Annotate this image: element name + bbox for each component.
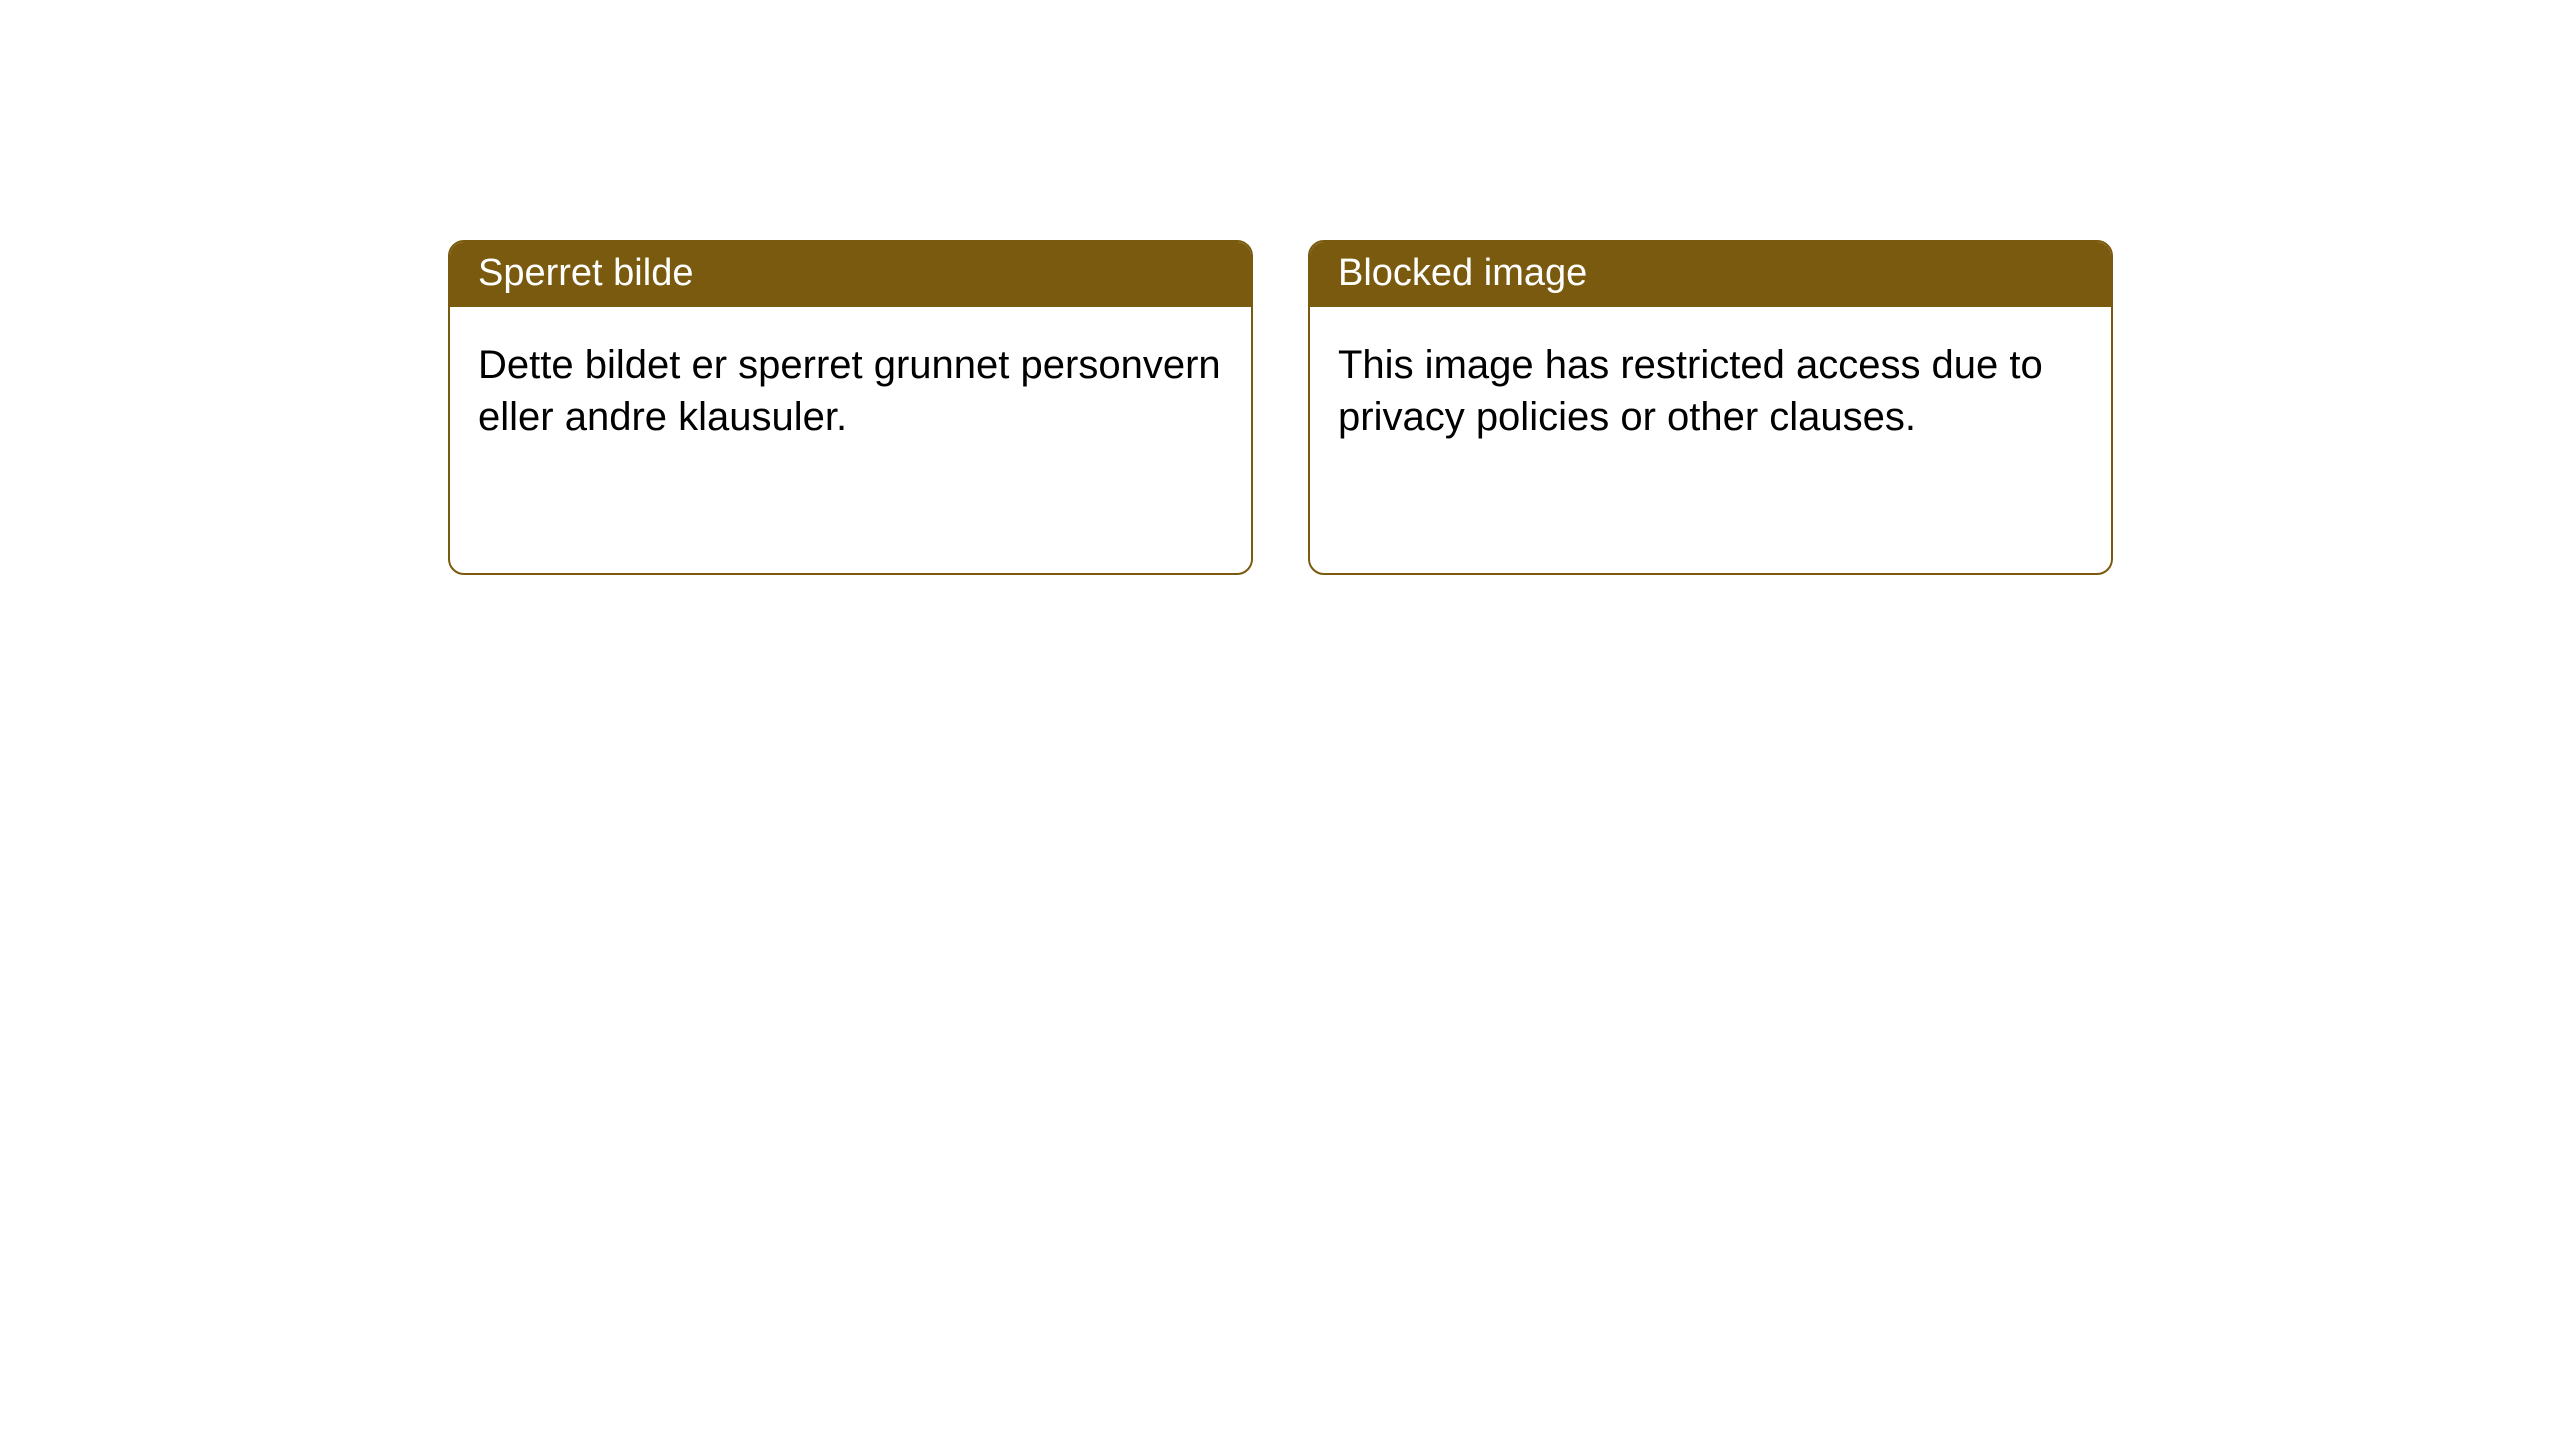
card-header: Sperret bilde <box>450 242 1251 307</box>
card-header: Blocked image <box>1310 242 2111 307</box>
notice-container: Sperret bilde Dette bildet er sperret gr… <box>448 240 2113 575</box>
blocked-image-card-norwegian: Sperret bilde Dette bildet er sperret gr… <box>448 240 1253 575</box>
card-body-text: Dette bildet er sperret grunnet personve… <box>478 343 1221 439</box>
card-body: Dette bildet er sperret grunnet personve… <box>450 307 1251 475</box>
blocked-image-card-english: Blocked image This image has restricted … <box>1308 240 2113 575</box>
card-title: Sperret bilde <box>478 252 693 294</box>
card-body-text: This image has restricted access due to … <box>1338 343 2043 439</box>
card-body: This image has restricted access due to … <box>1310 307 2111 475</box>
card-title: Blocked image <box>1338 252 1587 294</box>
